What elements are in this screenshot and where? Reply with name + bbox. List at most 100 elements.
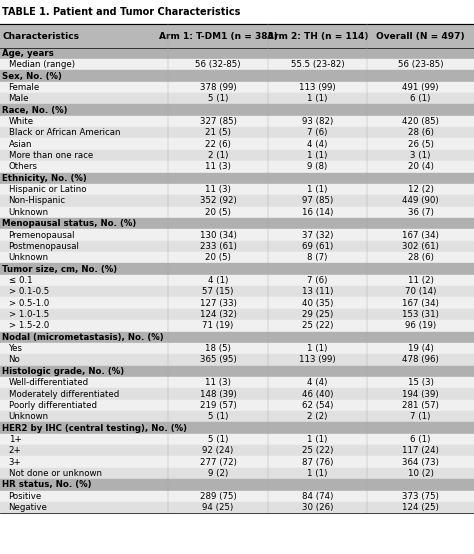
Text: 7 (1): 7 (1) (410, 412, 431, 421)
Text: Black or African American: Black or African American (9, 129, 120, 137)
Text: 12 (2): 12 (2) (408, 185, 434, 194)
Text: 1 (1): 1 (1) (308, 435, 328, 444)
Text: 113 (99): 113 (99) (299, 83, 336, 92)
Bar (0, 422, 474, 434)
Bar (0, 445, 474, 456)
Bar (0, 207, 474, 218)
Text: 96 (19): 96 (19) (405, 321, 436, 330)
Text: 16 (14): 16 (14) (302, 208, 333, 217)
Text: 281 (57): 281 (57) (402, 401, 439, 410)
Text: 148 (39): 148 (39) (200, 389, 237, 398)
Text: 364 (73): 364 (73) (402, 458, 439, 466)
Text: 28 (6): 28 (6) (408, 253, 434, 262)
Text: 127 (33): 127 (33) (200, 299, 237, 307)
Text: 233 (61): 233 (61) (200, 242, 237, 251)
Text: 92 (24): 92 (24) (202, 447, 234, 455)
Bar (0, 104, 474, 116)
Text: 1 (1): 1 (1) (308, 344, 328, 353)
Bar (0, 70, 474, 81)
Text: White: White (9, 117, 34, 126)
Text: 5 (1): 5 (1) (208, 435, 228, 444)
Text: 2 (2): 2 (2) (308, 412, 328, 421)
Text: 36 (7): 36 (7) (408, 208, 434, 217)
Text: 93 (82): 93 (82) (302, 117, 333, 126)
Text: 13 (11): 13 (11) (302, 288, 333, 296)
Text: 478 (96): 478 (96) (402, 356, 439, 365)
Bar (0, 218, 474, 229)
Text: Poorly differentiated: Poorly differentiated (9, 401, 97, 410)
Text: 378 (99): 378 (99) (200, 83, 237, 92)
Bar (0, 275, 474, 286)
Text: 57 (15): 57 (15) (202, 288, 234, 296)
Text: 26 (5): 26 (5) (408, 140, 434, 148)
Text: Tumor size, cm, No. (%): Tumor size, cm, No. (%) (2, 265, 118, 274)
Bar (0, 411, 474, 422)
Text: Age, years: Age, years (2, 49, 54, 58)
Text: 46 (40): 46 (40) (302, 389, 333, 398)
Bar (0, 479, 474, 490)
Text: 84 (74): 84 (74) (302, 492, 333, 501)
Text: 277 (72): 277 (72) (200, 458, 237, 466)
Bar (0, 150, 474, 161)
Bar (0, 388, 474, 399)
Bar (0, 127, 474, 138)
Text: Menopausal status, No. (%): Menopausal status, No. (%) (2, 219, 137, 228)
Text: 124 (32): 124 (32) (200, 310, 237, 319)
Text: 97 (85): 97 (85) (302, 197, 333, 206)
Bar (0, 456, 474, 468)
Text: More than one race: More than one race (9, 151, 93, 160)
Text: Race, No. (%): Race, No. (%) (2, 106, 68, 115)
Bar (0, 490, 474, 502)
Text: Unknown: Unknown (9, 208, 49, 217)
Text: 491 (99): 491 (99) (402, 83, 439, 92)
Bar (0, 48, 474, 59)
Text: ≤ 0.1: ≤ 0.1 (9, 276, 32, 285)
Text: Asian: Asian (9, 140, 32, 148)
Text: 7 (6): 7 (6) (308, 129, 328, 137)
Bar (0, 93, 474, 104)
Text: 1 (1): 1 (1) (308, 469, 328, 478)
Text: 153 (31): 153 (31) (402, 310, 439, 319)
Text: > 0.5-1.0: > 0.5-1.0 (9, 299, 49, 307)
Text: 302 (61): 302 (61) (402, 242, 439, 251)
Bar (0, 59, 474, 70)
Text: HER2 by IHC (central testing), No. (%): HER2 by IHC (central testing), No. (%) (2, 424, 187, 433)
Bar (0, 172, 474, 184)
Text: Well-differentiated: Well-differentiated (9, 378, 89, 387)
Text: Arm 1: T-DM1 (n = 383): Arm 1: T-DM1 (n = 383) (159, 32, 277, 40)
Text: 20 (5): 20 (5) (205, 208, 231, 217)
Text: Others: Others (9, 162, 37, 171)
Text: 327 (85): 327 (85) (200, 117, 237, 126)
Text: 11 (2): 11 (2) (408, 276, 434, 285)
Text: 15 (3): 15 (3) (408, 378, 434, 387)
Text: 29 (25): 29 (25) (302, 310, 333, 319)
Bar (0, 195, 474, 207)
Bar (0, 320, 474, 331)
Text: Unknown: Unknown (9, 412, 49, 421)
Text: Male: Male (9, 94, 29, 103)
Text: 2 (1): 2 (1) (208, 151, 228, 160)
Text: 25 (22): 25 (22) (302, 447, 333, 455)
Bar (0, 252, 474, 263)
Text: Female: Female (9, 83, 40, 92)
Text: Sex, No. (%): Sex, No. (%) (2, 71, 62, 80)
Text: 56 (32-85): 56 (32-85) (195, 60, 241, 69)
Text: Negative: Negative (9, 503, 47, 512)
Text: 167 (34): 167 (34) (402, 299, 439, 307)
Text: Median (range): Median (range) (9, 60, 74, 69)
Text: Not done or unknown: Not done or unknown (9, 469, 101, 478)
Text: 71 (19): 71 (19) (202, 321, 234, 330)
Text: 5 (1): 5 (1) (208, 412, 228, 421)
Text: Arm 2: TH (n = 114): Arm 2: TH (n = 114) (267, 32, 368, 40)
Text: 130 (34): 130 (34) (200, 230, 237, 239)
Text: Nodal (micrometastasis), No. (%): Nodal (micrometastasis), No. (%) (2, 333, 164, 342)
Text: 194 (39): 194 (39) (402, 389, 439, 398)
Text: Hispanic or Latino: Hispanic or Latino (9, 185, 86, 194)
Text: 420 (85): 420 (85) (402, 117, 439, 126)
Text: 3 (1): 3 (1) (410, 151, 431, 160)
Text: HR status, No. (%): HR status, No. (%) (2, 480, 92, 489)
Text: 21 (5): 21 (5) (205, 129, 231, 137)
Bar (0, 138, 474, 150)
Text: 40 (35): 40 (35) (302, 299, 333, 307)
Bar (0, 377, 474, 388)
